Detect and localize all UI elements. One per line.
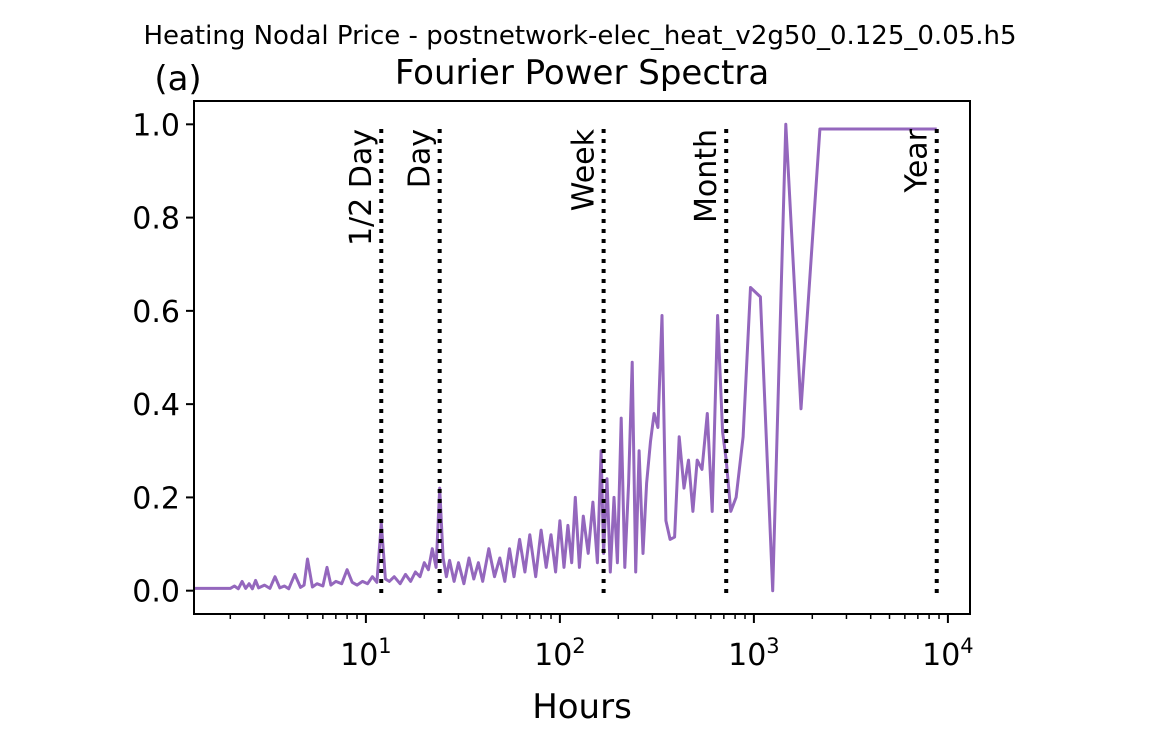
axes: 0.0 0.2 0.4 0.6 0.8 1.0 101 102 103 104 — [132, 100, 974, 673]
y-tick-label-5: 1.0 — [132, 108, 180, 143]
period-marker-label-3: Month — [689, 129, 724, 223]
y-tick-label-4: 0.8 — [132, 202, 180, 237]
plot-area — [194, 122, 937, 593]
x-axis-label: Hours — [532, 687, 632, 727]
x-tick-label-1: 102 — [534, 634, 586, 673]
chart-title: Fourier Power Spectra — [395, 53, 769, 93]
spectrum-series-line-0 — [194, 122, 937, 593]
figure-suptitle: Heating Nodal Price - postnetwork-elec_h… — [143, 21, 1016, 51]
y-tick-label-1: 0.2 — [132, 481, 180, 516]
period-markers: 1/2 Day Day Week Month Year — [344, 128, 939, 596]
panel-label: (a) — [154, 59, 201, 99]
y-tick-label-3: 0.6 — [132, 295, 180, 330]
axes-frame — [193, 100, 971, 615]
period-marker-label-2: Week — [567, 128, 602, 211]
x-tick-label-0: 101 — [340, 634, 392, 673]
period-marker-label-0: 1/2 Day — [344, 129, 379, 246]
period-marker-label-1: Day — [403, 129, 438, 188]
y-tick-label-0: 0.0 — [132, 575, 180, 610]
x-tick-label-2: 103 — [728, 634, 780, 673]
x-tick-label-3: 104 — [922, 634, 974, 673]
y-tick-label-2: 0.4 — [132, 388, 180, 423]
period-marker-label-4: Year — [900, 128, 935, 193]
